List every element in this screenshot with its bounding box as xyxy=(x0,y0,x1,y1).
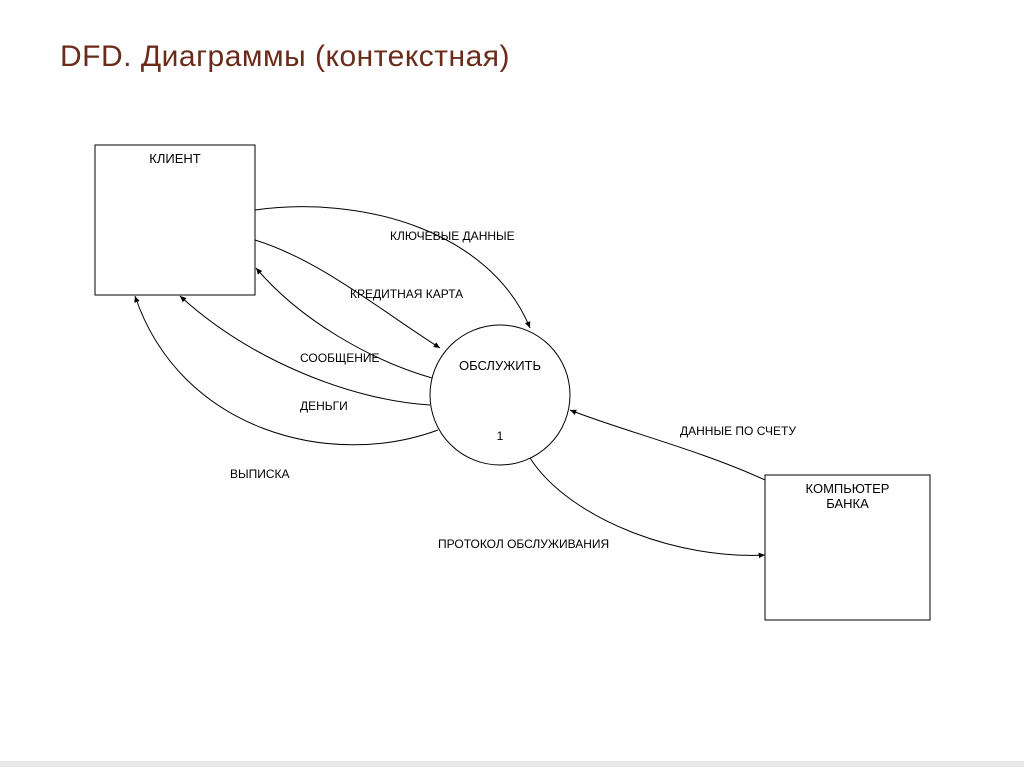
node-process xyxy=(430,325,570,465)
dfd-diagram: КЛЮЧЕВЫЕ ДАННЫЕ КРЕДИТНАЯ КАРТА СООБЩЕНИЕ Д… xyxy=(0,0,1024,767)
edge-label-e7: ПРОТОКОЛ ОБСЛУЖИВАНИЯ xyxy=(438,537,609,551)
bottom-stripe xyxy=(0,761,1024,767)
edge-label-e3: СООБЩЕНИЕ xyxy=(300,351,380,365)
edge-label-e4: ДЕНЬГИ xyxy=(300,399,348,413)
slide: DFD. Диаграммы (контекстная) КЛЮЧЕВЫЕ ДА… xyxy=(0,0,1024,767)
node-label-client: КЛИЕНТ xyxy=(149,151,201,166)
edge-e1 xyxy=(255,207,530,328)
edge-label-e2: КРЕДИТНАЯ КАРТА xyxy=(350,287,463,301)
edge-label-e6: ДАННЫЕ ПО СЧЕТУ xyxy=(680,424,796,438)
edge-e6 xyxy=(570,410,765,480)
edge-e5 xyxy=(135,296,438,445)
node-label-bank: КОМПЬЮТЕР xyxy=(806,481,890,496)
node-client xyxy=(95,145,255,295)
edge-label-e1: КЛЮЧЕВЫЕ ДАННЫЕ xyxy=(390,229,515,243)
node-label-process: ОБСЛУЖИТЬ xyxy=(459,358,541,373)
process-number: 1 xyxy=(497,429,504,443)
edge-label-e5: ВЫПИСКА xyxy=(230,467,290,481)
node-label-bank: БАНКА xyxy=(826,496,869,511)
